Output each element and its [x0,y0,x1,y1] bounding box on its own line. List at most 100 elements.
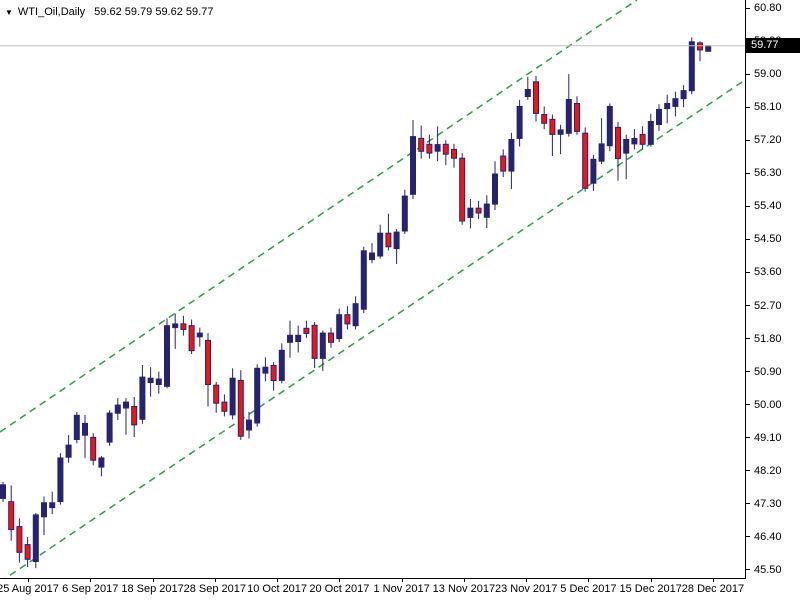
candle-up [98,457,105,468]
candle-up [631,137,638,145]
candle-down [639,133,646,145]
price-axis-label: 52.70 [754,299,782,312]
candle-down [426,143,433,154]
upper-channel-line[interactable] [0,0,638,433]
candle-up [352,303,359,327]
candle-up [434,144,441,152]
candle-up [65,444,72,458]
price-axis-tick [746,536,750,538]
candle-up [377,232,384,257]
price-axis-tick [746,569,750,571]
time-axis-tick [463,579,465,582]
candle-up [73,414,80,440]
time-axis-tick [588,579,590,582]
candle-up [57,457,64,503]
candle-down [574,103,580,132]
price-axis-tick [746,73,750,75]
price-axis-label: 50.00 [754,398,782,411]
candle-up [336,314,343,340]
price-axis-tick [746,503,750,505]
date-axis-label: 28 Sep 2017 [183,583,246,595]
candle-up [483,203,490,218]
candle-up [360,250,367,310]
price-axis-label: 46.40 [754,530,782,543]
candle-up [410,136,416,195]
candle-up [139,376,146,420]
date-axis-label: 5 Dec 2017 [560,583,617,595]
candle-up [598,143,605,162]
symbol-dropdown-icon[interactable]: ▼ [5,7,13,17]
candle-down [24,544,31,560]
candle-up [246,419,252,431]
candle-down [213,384,220,404]
price-axis-label: 54.50 [754,233,782,246]
candle-up [278,349,285,381]
current-price-badge: 59.77 [746,38,800,54]
candle-up [393,231,400,250]
candle-up [656,108,662,126]
candle-down [180,323,187,330]
candle-down [328,332,334,343]
time-axis-tick [28,579,29,582]
candle-up [147,377,154,384]
candle-down [311,324,318,359]
candle-down [237,379,244,437]
candle-down [221,401,228,412]
candle-down [582,132,589,189]
candle-down [270,364,277,381]
candle-up [49,502,56,509]
candle-up [672,98,679,107]
time-axis-tick [277,579,279,582]
candle-up [565,99,572,134]
price-axis-tick [746,271,750,273]
candle-up [254,367,261,424]
candle-down [303,327,310,334]
price-axis[interactable]: 60.8059.9059.0058.1057.2056.3055.4054.50… [745,0,800,579]
price-axis-label: 53.60 [754,266,782,279]
price-axis-label: 60.80 [754,2,782,14]
candle-up [114,404,121,414]
candle-up [41,502,47,518]
price-axis-tick [746,139,750,141]
candle-up [590,158,597,184]
candle-down [459,157,466,222]
candle-down [451,148,457,159]
date-axis-label: 25 Aug 2017 [0,583,59,595]
price-axis-tick [746,470,750,472]
candle-up [623,139,630,154]
price-axis-label: 49.10 [754,431,782,444]
candle-down [533,81,539,114]
candle-up [664,103,671,110]
candle-down [131,406,138,426]
time-axis[interactable]: 25 Aug 2017 6 Sep 2017 18 Sep 2017 28 Sep 2… [0,578,746,600]
lower-channel-line[interactable] [0,79,745,578]
candle-up [262,366,269,374]
candle-up [369,252,375,261]
price-axis-label: 57.20 [754,134,782,147]
candlestick-chart [0,0,745,578]
candle-down [615,126,621,160]
candle-up [647,121,654,145]
candle-up [295,334,302,342]
candle-down [8,501,15,531]
price-axis-label: 50.90 [754,365,782,378]
candle-down [205,339,211,385]
candle-down [418,137,425,152]
date-axis-label: 10 Oct 2017 [247,583,308,595]
date-axis-label: 18 Sep 2017 [121,583,184,595]
time-axis-tick [650,579,652,582]
price-axis-label: 59.00 [754,68,782,81]
price-axis-tick [746,371,750,373]
candle-down [442,143,449,155]
candle-up [32,514,39,563]
candle-up [82,422,88,436]
date-axis-label: 23 Nov 2017 [494,583,558,595]
candle-down [697,42,703,51]
chart-canvas[interactable] [0,0,745,578]
candle-up [401,195,408,232]
time-axis-tick [339,579,341,582]
candle-up [606,105,613,147]
candle-up [467,207,474,218]
candle-down [188,325,195,352]
